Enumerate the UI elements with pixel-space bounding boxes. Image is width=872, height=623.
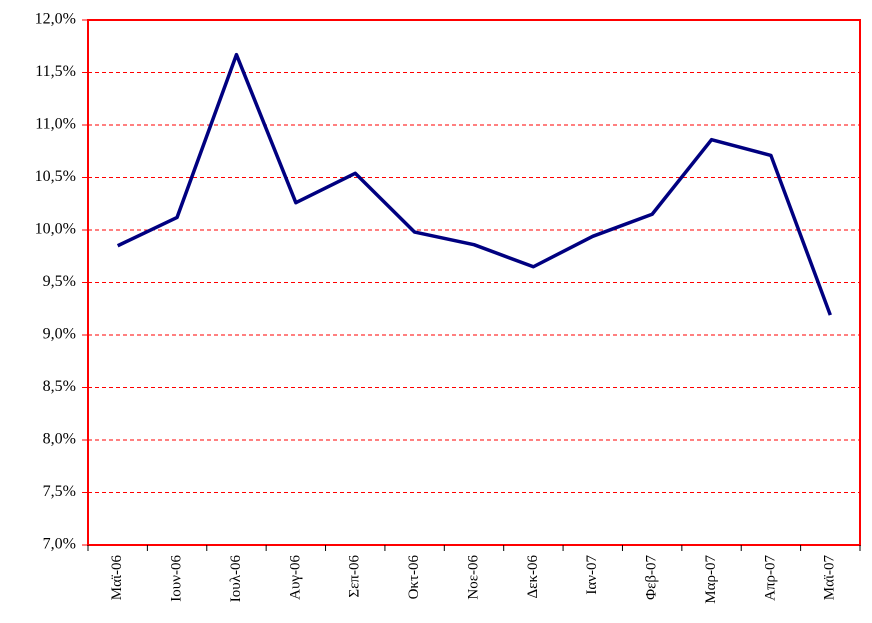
y-tick-label: 7,5% [43, 483, 76, 500]
y-tick-label: 9,0% [43, 326, 76, 343]
x-tick-label: Φεβ-07 [644, 555, 660, 600]
x-tick-label: Ιαν-07 [584, 555, 600, 595]
x-tick-label: Ιουν-06 [169, 555, 185, 602]
line-series [116, 52, 832, 316]
y-tick-label: 10,0% [35, 221, 76, 238]
y-tick-label: 11,5% [35, 63, 76, 80]
x-tick-label: Μαρ-07 [703, 555, 719, 604]
x-tick-label: Ιουλ-06 [228, 555, 244, 603]
x-tick-label: Νοε-06 [465, 555, 481, 600]
y-tick-label: 11,0% [35, 116, 76, 133]
x-tick-label: Οκτ-06 [406, 555, 422, 600]
y-tick-label: 10,5% [35, 168, 76, 185]
y-tick-label: 8,0% [43, 431, 76, 448]
x-tick-label: Δεκ-06 [525, 555, 541, 599]
x-tick-label: Απρ-07 [762, 555, 778, 601]
y-tick-label: 12,0% [35, 11, 76, 28]
x-tick-label: Μαϊ-06 [109, 555, 125, 601]
plot-border [87, 19, 861, 546]
x-tick-label: Μαϊ-07 [822, 555, 838, 601]
x-tick-label: Σεπ-06 [347, 555, 363, 598]
y-tick-label: 9,5% [43, 273, 76, 290]
y-tick-label: 8,5% [43, 378, 76, 395]
x-tick-label: Αυγ-06 [287, 555, 303, 600]
y-tick-label: 7,0% [43, 536, 76, 553]
